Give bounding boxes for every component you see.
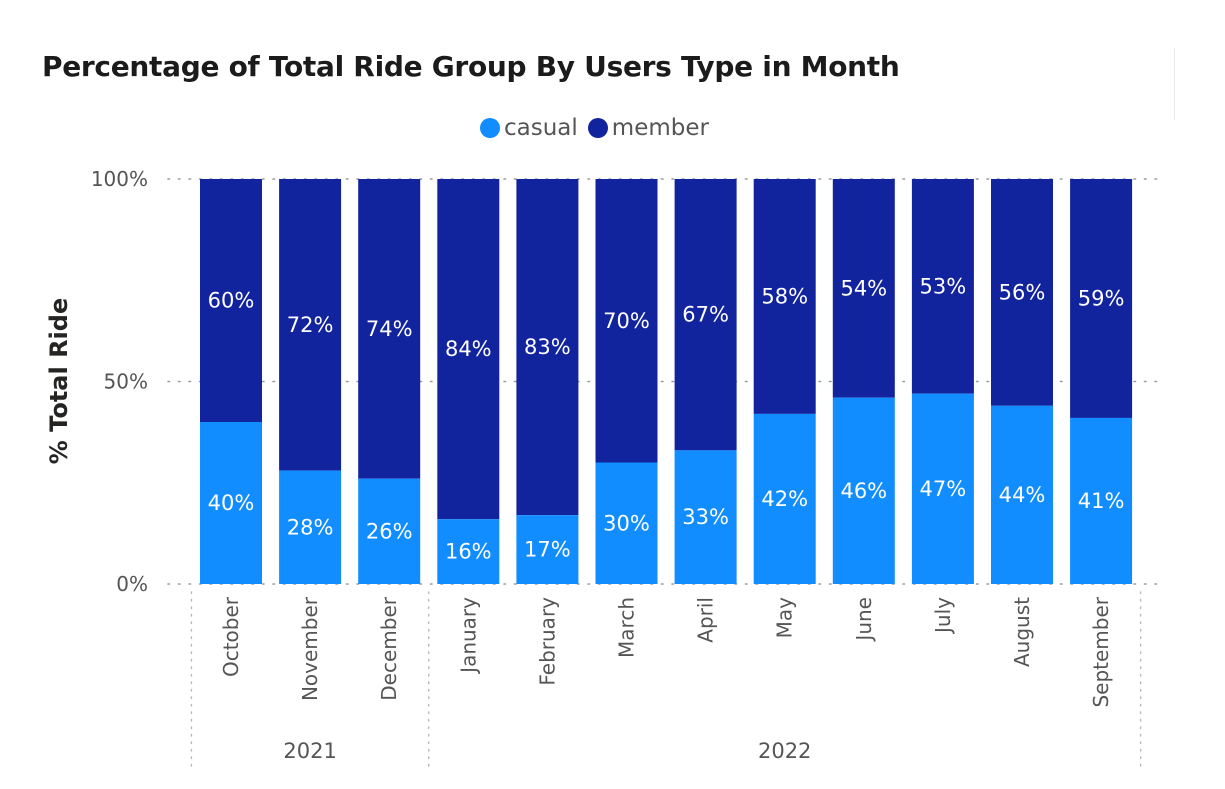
bar-member-april [674, 179, 737, 451]
y-axis-title: % Total Ride [45, 298, 73, 465]
bar-member-august [991, 179, 1053, 406]
x-tick-label: September [1089, 596, 1113, 707]
bar-casual-july [911, 393, 974, 584]
x-tick-label: April [694, 597, 718, 643]
bar-casual-september [1070, 417, 1133, 584]
data-label-member: 56% [999, 280, 1046, 304]
data-label-casual: 26% [366, 519, 413, 543]
x-tick-label: August [1010, 597, 1034, 667]
data-label-casual: 30% [603, 511, 650, 535]
year-label: 2022 [758, 739, 811, 763]
data-label-casual: 44% [999, 483, 1046, 507]
y-tick-label: 50% [104, 370, 148, 394]
data-label-member: 54% [840, 276, 887, 300]
bar-casual-february [516, 515, 579, 584]
bar-member-may [753, 179, 816, 414]
y-tick-label: 0% [116, 572, 148, 596]
bar-member-july [911, 179, 974, 394]
data-label-member: 58% [761, 284, 808, 308]
bar-member-november [279, 179, 342, 471]
data-label-member: 53% [920, 274, 967, 298]
bar-casual-december [358, 478, 421, 584]
data-label-member: 83% [524, 335, 571, 359]
legend-label-casual: casual [504, 115, 578, 141]
chart-title: Percentage of Total Ride Group By Users … [42, 50, 900, 83]
bar-casual-august [991, 405, 1053, 584]
data-label-casual: 17% [524, 538, 571, 562]
data-label-casual: 47% [920, 477, 967, 501]
chart-legend[interactable]: casual member [480, 115, 719, 141]
year-label: 2021 [283, 739, 336, 763]
bar-member-december [358, 179, 421, 479]
x-tick-label: July [931, 597, 955, 635]
bar-member-january [437, 179, 500, 520]
x-tick-label: June [852, 597, 876, 643]
legend-swatch-casual [480, 118, 500, 138]
data-label-member: 72% [287, 313, 334, 337]
bar-casual-june [832, 397, 895, 584]
data-label-member: 59% [1078, 286, 1125, 310]
bar-member-september [1070, 179, 1133, 418]
data-label-casual: 16% [445, 540, 492, 564]
x-tick-label: December [377, 596, 401, 700]
data-label-member: 70% [603, 309, 650, 333]
bar-member-march [595, 179, 658, 463]
bar-member-june [832, 179, 895, 398]
bar-casual-march [595, 462, 658, 584]
bar-member-february [516, 179, 579, 516]
data-label-member: 74% [366, 317, 413, 341]
bar-casual-january [437, 519, 500, 584]
x-tick-label: January [456, 597, 480, 675]
legend-swatch-member [587, 118, 608, 138]
bar-casual-october [200, 422, 262, 584]
data-label-casual: 28% [287, 515, 334, 539]
bar-casual-april [674, 450, 737, 584]
data-label-member: 84% [445, 337, 492, 361]
legend-item-casual[interactable]: casual [480, 115, 578, 141]
x-tick-label: February [535, 597, 559, 686]
data-label-casual: 46% [840, 479, 887, 503]
data-label-casual: 41% [1078, 489, 1125, 513]
data-label-casual: 42% [761, 487, 808, 511]
bar-casual-november [279, 470, 342, 584]
x-tick-label: October [219, 596, 243, 677]
data-label-member: 60% [208, 289, 255, 313]
data-label-casual: 33% [682, 505, 729, 529]
data-label-casual: 40% [208, 491, 255, 515]
legend-label-member: member [611, 115, 709, 141]
bar-casual-may [753, 413, 816, 584]
data-label-member: 67% [682, 303, 729, 327]
panel-edge [1174, 48, 1175, 120]
x-tick-label: March [615, 597, 639, 658]
y-tick-label: 100% [91, 167, 148, 191]
x-tick-label: November [298, 596, 322, 701]
legend-item-member[interactable]: member [587, 115, 709, 141]
bar-member-october [200, 179, 262, 422]
x-tick-label: May [773, 597, 797, 639]
